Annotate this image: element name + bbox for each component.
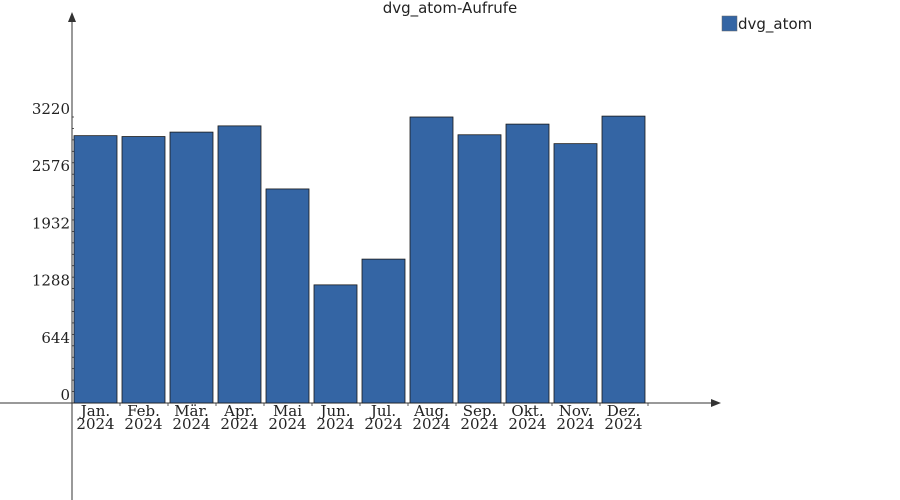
bar	[265, 188, 310, 404]
y-tick-label: 1288	[32, 272, 70, 290]
x-tick-label-year: 2024	[412, 415, 450, 433]
x-tick-label: Feb.	[127, 402, 160, 420]
bar	[217, 125, 262, 404]
x-tick-label: Mai	[273, 402, 302, 420]
x-tick-label: Mär.	[174, 402, 209, 420]
chart-title: dvg_atom-Aufrufe	[383, 0, 518, 18]
x-tick-label: Okt.	[511, 402, 543, 420]
x-tick-label: Dez.	[607, 402, 641, 420]
y-axis-arrow	[68, 12, 76, 22]
x-tick-label: Sep.	[463, 402, 497, 420]
bar	[409, 116, 454, 404]
y-tick-label: 3220	[32, 100, 70, 118]
bar	[601, 115, 646, 404]
x-tick-labels: Jan.2024Feb.2024Mär.2024Apr.2024Mai2024J…	[76, 402, 642, 433]
bar	[313, 284, 358, 404]
x-tick-label-year: 2024	[460, 415, 498, 433]
x-tick-label-year: 2024	[220, 415, 258, 433]
y-tick-label: 0	[60, 386, 70, 404]
x-axis-arrow	[711, 399, 721, 407]
x-tick-label-year: 2024	[604, 415, 642, 433]
x-tick-label-year: 2024	[268, 415, 306, 433]
x-tick-label: Apr.	[223, 402, 255, 420]
bar	[73, 135, 118, 404]
bars	[73, 115, 646, 404]
x-tick-label-year: 2024	[124, 415, 162, 433]
bar	[169, 131, 214, 404]
bar	[361, 258, 406, 404]
x-tick-label: Jun.	[318, 402, 350, 420]
y-tick-labels: 0 644 1288 1932 2576 3220	[32, 100, 70, 404]
legend: dvg_atom	[721, 15, 812, 34]
bar	[121, 136, 166, 404]
x-tick-label-year: 2024	[508, 415, 546, 433]
x-tick-label-year: 2024	[76, 415, 114, 433]
legend-swatch	[721, 15, 738, 32]
y-tick-label: 2576	[32, 157, 70, 175]
bar	[457, 134, 502, 404]
x-tick-label-year: 2024	[172, 415, 210, 433]
x-tick-label-year: 2024	[316, 415, 354, 433]
x-tick-label: Aug.	[413, 402, 449, 420]
y-tick-label: 1932	[32, 214, 70, 232]
x-tick-label: Jan.	[79, 402, 110, 420]
y-tick-label: 644	[41, 329, 70, 347]
bar	[553, 143, 598, 404]
x-tick-label: Jul.	[369, 402, 396, 420]
bar	[505, 123, 550, 404]
x-tick-label-year: 2024	[556, 415, 594, 433]
x-tick-label: Nov.	[559, 402, 593, 420]
x-tick-label-year: 2024	[364, 415, 402, 433]
legend-label: dvg_atom	[738, 15, 812, 34]
